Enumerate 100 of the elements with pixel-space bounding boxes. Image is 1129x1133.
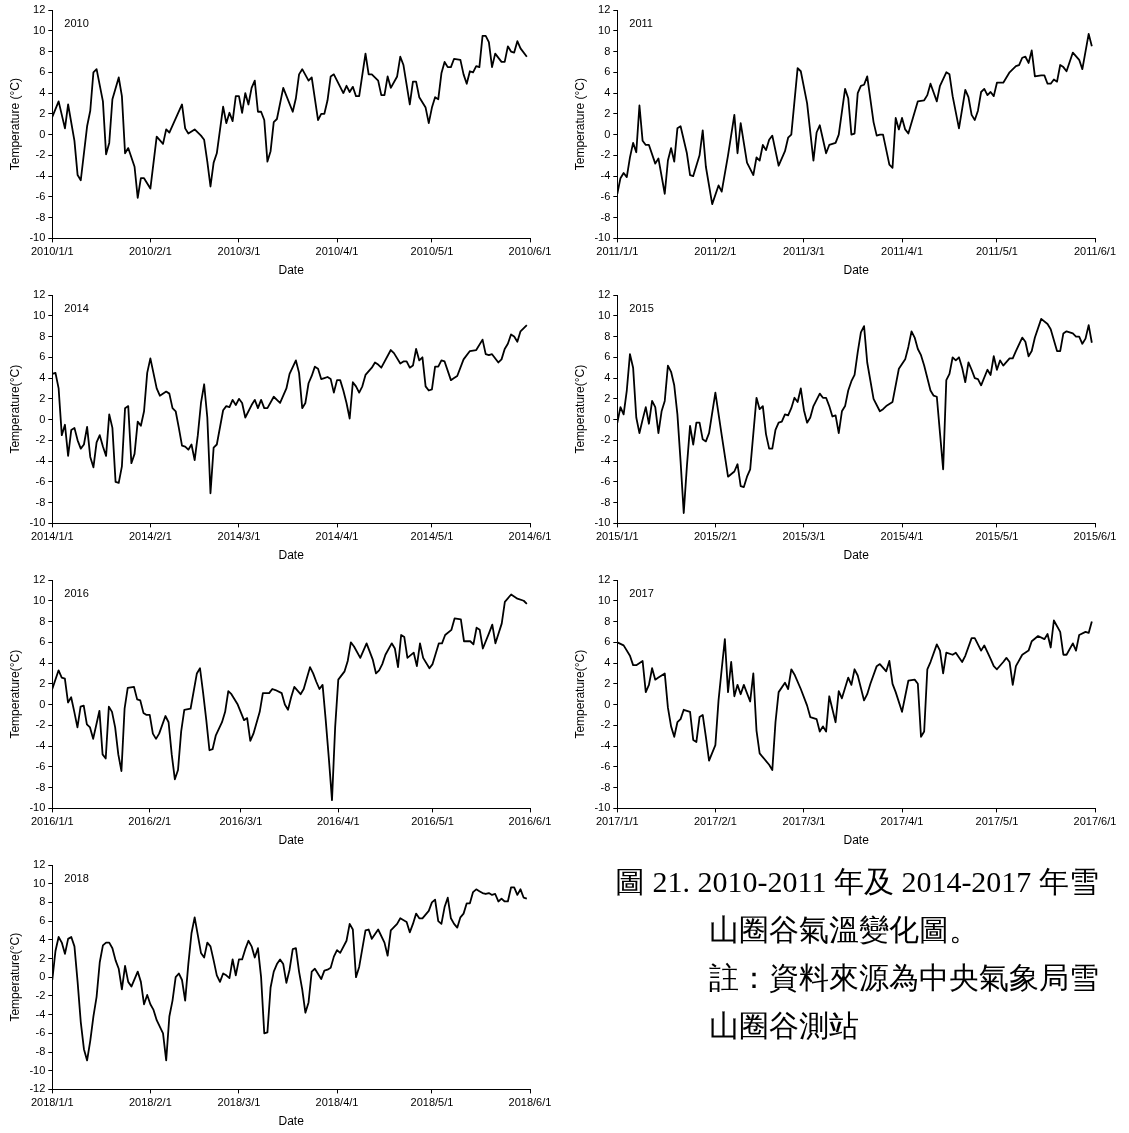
y-tick-label: 10 [33,593,46,606]
x-tick-label: 2018/6/1 [508,1096,552,1109]
y-tick-label: -4 [600,739,611,752]
y-tick-label: 2 [604,391,611,404]
x-tick-label: 2011/4/1 [881,245,924,258]
y-tick-label: -8 [35,780,46,793]
y-tick-label: -6 [35,474,46,487]
y-tick-label: 10 [598,308,611,321]
y-tick-label: -8 [600,210,611,223]
y-tick-label: 0 [39,697,46,710]
y-tick-label: 4 [604,656,611,669]
y-tick-label: 0 [604,697,611,710]
y-tick-label: 6 [604,350,611,363]
y-tick-label: 2 [604,676,611,689]
y-tick-label: 8 [39,614,46,627]
y-tick-label: 8 [604,44,611,57]
x-tick-label: 2011/1/1 [596,245,639,258]
y-tick-label: -6 [600,759,611,772]
y-tick-label: 6 [39,914,46,927]
annotation: 2011 [629,16,653,29]
x-tick-label: 2015/6/1 [1073,530,1117,543]
y-tick-label: 6 [39,350,46,363]
y-tick-label: 8 [39,329,46,342]
x-tick-label: 2018/1/1 [30,1096,74,1109]
y-tick-label: -6 [600,474,611,487]
x-axis-title: Date [843,263,870,278]
x-tick-label: 2011/2/1 [694,245,737,258]
y-tick-label: -12 [29,1082,46,1095]
y-axis-title: Temperature(°C) [7,364,22,454]
y-tick-label: 8 [604,614,611,627]
x-axis-title: Date [278,263,305,278]
y-tick-label: 10 [33,876,46,889]
y-tick-label: 12 [33,288,46,301]
y-tick-label: -4 [600,169,611,182]
y-tick-label: -8 [35,210,46,223]
y-tick-label: 2 [39,106,46,119]
x-tick-label: 2016/4/1 [316,815,360,828]
annotation: 2018 [64,871,89,884]
y-axis-title: Temperature(°C) [7,932,22,1022]
y-tick-label: -10 [594,231,611,244]
x-tick-label: 2010/2/1 [128,245,172,258]
y-tick-label: -10 [29,1063,46,1076]
y-tick-label: 8 [39,44,46,57]
y-axis-title: Temperature (°C) [572,78,587,171]
y-axis-title: Temperature(°C) [572,649,587,739]
y-tick-label: 0 [39,970,46,983]
x-tick-label: 2010/5/1 [410,245,454,258]
annotation: 2010 [64,16,89,29]
y-tick-label: -10 [594,516,611,529]
y-tick-label: 4 [604,371,611,384]
text: 圖 21. 2010-2011 年及 2014-2017 年雪山圈谷氣溫變化圖。 [615,864,1100,948]
x-axis-title: Date [843,833,870,848]
y-tick-label: -6 [35,189,46,202]
x-axis-title: Date [278,833,305,848]
annotation: 2015 [629,301,654,314]
y-tick-label: -2 [35,988,46,1001]
x-tick-label: 2017/6/1 [1073,815,1117,828]
y-tick-label: 4 [604,86,611,99]
y-axis-title: Temperature(°C) [7,649,22,739]
x-tick-label: 2017/3/1 [782,815,826,828]
y-tick-label: -6 [600,189,611,202]
x-tick-label: 2011/6/1 [1073,245,1117,258]
y-tick-label: 4 [39,932,46,945]
y-tick-label: 4 [39,86,46,99]
y-tick-label: -4 [35,169,46,182]
x-tick-label: 2014/3/1 [217,530,261,543]
x-tick-label: 2015/2/1 [693,530,737,543]
y-axis-title: Temperature(°C) [572,364,587,454]
annotation: 2016 [64,586,89,599]
y-tick-label: -8 [35,1045,46,1058]
x-tick-label: 2018/4/1 [315,1096,359,1109]
y-axis-title: Temperature (°C) [7,78,22,171]
y-tick-label: -10 [29,516,46,529]
x-tick-label: 2010/4/1 [315,245,359,258]
x-axis-title: Date [278,1114,305,1129]
y-tick-label: 4 [39,371,46,384]
y-tick-label: 10 [598,23,611,36]
x-tick-label: 2015/4/1 [880,530,924,543]
x-tick-label: 2015/1/1 [595,530,639,543]
x-tick-label: 2016/2/1 [128,815,172,828]
x-tick-label: 2015/5/1 [975,530,1019,543]
x-tick-label: 2016/6/1 [508,815,552,828]
x-tick-label: 2015/3/1 [782,530,826,543]
y-tick-label: 0 [39,412,46,425]
annotation: 2017 [629,586,654,599]
y-tick-label: 4 [39,656,46,669]
y-tick-label: 0 [604,127,611,140]
y-tick-label: -2 [35,718,46,731]
y-tick-label: -4 [600,454,611,467]
y-tick-label: 2 [39,951,46,964]
y-tick-label: 12 [598,288,611,301]
x-tick-label: 2014/5/1 [410,530,454,543]
x-tick-label: 2010/6/1 [508,245,552,258]
x-axis-title: Date [278,548,305,563]
x-tick-label: 2017/1/1 [595,815,639,828]
y-tick-label: -10 [594,801,611,814]
y-tick-label: 8 [604,329,611,342]
y-tick-label: 6 [39,635,46,648]
y-tick-label: 12 [33,3,46,16]
y-tick-label: -10 [29,801,46,814]
